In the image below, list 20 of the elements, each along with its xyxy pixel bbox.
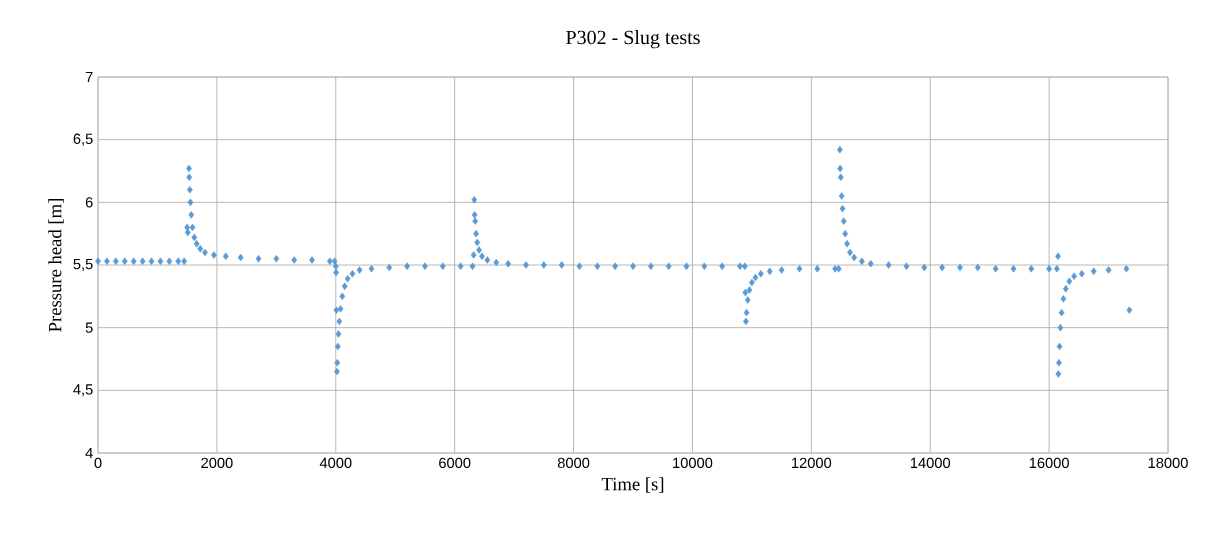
x-tick-label: 18000 [1148, 457, 1188, 469]
y-axis-title: Pressure head [m] [48, 199, 64, 332]
x-tick-label: 8000 [557, 457, 590, 469]
y-tick-label: 7 [85, 71, 93, 83]
x-axis-title: Time [s] [601, 477, 664, 493]
x-tick-label: 6000 [439, 457, 471, 469]
y-tick-label: 6,5 [73, 133, 93, 146]
y-tick-label: 5 [85, 322, 93, 333]
y-tick-label: 5,5 [73, 259, 93, 271]
y-tick-label: 4,5 [73, 384, 93, 397]
y-tick-label: 6 [85, 197, 93, 208]
x-tick-label: 12000 [792, 457, 832, 469]
x-tick-label: 0 [94, 457, 102, 469]
x-tick-label: 10000 [673, 457, 713, 469]
x-tick-label: 14000 [910, 457, 951, 469]
x-tick-label: 2000 [201, 457, 233, 469]
y-tick-label: 4 [85, 447, 93, 459]
x-tick-label: 4000 [319, 457, 352, 469]
chart-title: P302 - Slug tests [566, 30, 700, 49]
x-tick-label: 16000 [1029, 457, 1069, 469]
